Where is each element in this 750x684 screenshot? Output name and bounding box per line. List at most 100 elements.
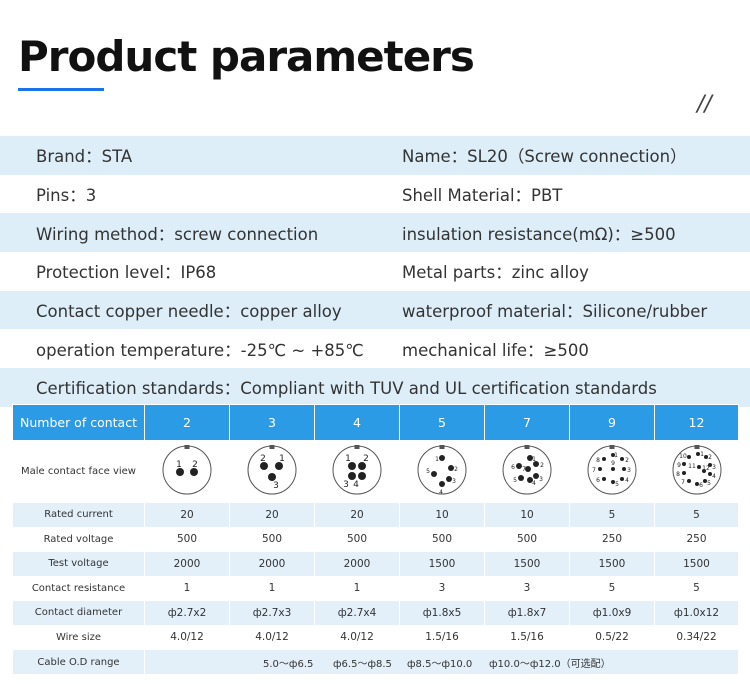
row-label: Test voltage [12,551,145,577]
table-row-contact-diameter: Contact diameter ф2.7x2 ф2.7x3 ф2.7x4 ф1… [12,600,739,626]
connector-pin-label: 4 [353,480,359,490]
connector-pin [703,455,708,459]
row-label: Cable O.D range [12,649,145,675]
connector-pin [611,480,615,484]
table-cell: 3 [399,575,485,601]
table-cell: 5 [569,502,655,528]
connector-pin-label: 8 [596,457,600,464]
table-cell: ф2.7x3 [229,600,315,626]
param-mechanical-life: mechanical life：≥500 [402,340,589,360]
table-cell: ф1.8x7 [484,600,570,626]
connector-pin [176,468,184,476]
connector-pin [439,455,445,461]
connector-pin-label: 7 [592,467,596,474]
connector-pin [358,462,366,470]
connector-pin-label: 2 [192,460,198,470]
connector-pin [686,479,691,483]
connector-face-5pin-icon: 1 2 3 4 5 [417,445,467,496]
connector-pin [348,472,356,480]
page-title: Product parameters [18,32,475,81]
connector-pin [696,465,701,469]
connector-pin [695,452,700,456]
connector-face-7pin-icon: 12 34 5 6 7 [502,445,552,495]
connector-pin [446,476,452,482]
connector-pin-label: 12 [702,465,710,472]
param-name: Name：SL20（Screw connection） [402,147,687,167]
connector-pin-label: 9 [611,460,615,467]
table-cell: 1.5/16 [399,624,485,650]
connector-pin [602,477,606,481]
table-cell: 500 [399,526,485,552]
connector-pin-label: 2 [260,454,266,464]
connector-pin-label: 3 [539,476,543,483]
param-row: Contact copper needle：copper alloy water… [0,290,750,330]
row-label: Rated voltage [12,526,145,552]
connector-key-notch [609,445,615,449]
param-operation-temperature: operation temperature：-25℃ ~ +85℃ [36,340,364,360]
param-row: Protection level：IP68 Metal parts：zinc a… [0,252,750,291]
connector-face-outline [162,445,212,495]
connector-pin-label: 4 [439,489,443,496]
connector-pin-label: 7 [522,466,526,473]
connector-face-3pin-icon: 2 1 3 [247,445,297,495]
table-cell: ф1.0x12 [654,600,739,626]
cable-od-value: ф6.5～ф8.5 [333,659,392,670]
connector-pin-label: 1 [345,454,351,464]
table-row-contact-resistance: Contact resistance 1 1 1 3 3 5 5 [12,575,739,601]
param-pins: Pins：3 [36,186,97,206]
connector-pin [701,469,706,473]
param-row: Brand：STA Name：SL20（Screw connection） [0,136,750,175]
connector-pin-label: 7 [681,479,685,486]
table-cell: 1 [144,575,230,601]
connector-pin-label: 3 [343,480,349,490]
connector-pin-label: 6 [596,477,600,484]
table-cell: 1500 [399,551,485,577]
cable-od-value: 5.0～ф6.5 [263,659,314,670]
connector-pin-label: 5 [513,477,517,484]
table-cell: ф2.7x4 [314,600,400,626]
row-label: Rated current [12,502,145,528]
table-cell: 2000 [314,551,400,577]
connector-face-4pin-icon: 1 2 43 [332,445,382,495]
spec-table: Number of contact 2 3 4 5 7 9 12 Male co… [12,404,739,675]
connector-pin [358,472,366,480]
table-cell: 1500 [569,551,655,577]
table-cell: 20 [229,502,315,528]
header-contact-count: 3 [229,404,315,441]
connector-pin [598,467,602,471]
connector-pin-label: 2 [363,454,369,464]
connector-pin [681,462,686,466]
connector-pin [707,463,712,467]
connector-pin [525,466,531,472]
param-metal-parts: Metal parts：zinc alloy [402,263,589,283]
connector-pin-label: 5 [615,481,619,488]
table-cell: 250 [654,526,739,552]
table-cell: 1 [314,575,400,601]
cable-od-value: ф10.0～ф12.0（可选配） [489,659,611,670]
header-contact-count: 9 [569,404,655,441]
connector-pin [268,473,276,481]
header-contact-count: 5 [399,404,485,441]
header-contact-count: 2 [144,404,230,441]
table-cell: ф1.0x9 [569,600,655,626]
connector-pin [686,455,691,459]
connector-pin-label: 3 [452,478,456,485]
table-row-test-voltage: Test voltage 2000 2000 2000 1500 1500 15… [12,551,739,577]
connector-pin-label: 3 [273,481,279,491]
row-label: Contact resistance [12,575,145,601]
table-cell: ф2.7x2 [144,600,230,626]
param-row: operation temperature：-25℃ ~ +85℃ mechan… [0,329,750,368]
connector-pin-label: 9 [677,462,681,469]
param-insulation-resistance: insulation resistance(mΩ)：≥500 [402,224,676,244]
header-contact-count: 12 [654,404,739,441]
row-label: Wire size [12,624,145,650]
row-label: Contact diameter [12,600,145,626]
connector-pin [516,463,522,469]
table-cell: 1 [229,575,315,601]
table-cell: 20 [144,502,230,528]
connector-pin [620,477,624,481]
connector-pin [448,465,454,471]
